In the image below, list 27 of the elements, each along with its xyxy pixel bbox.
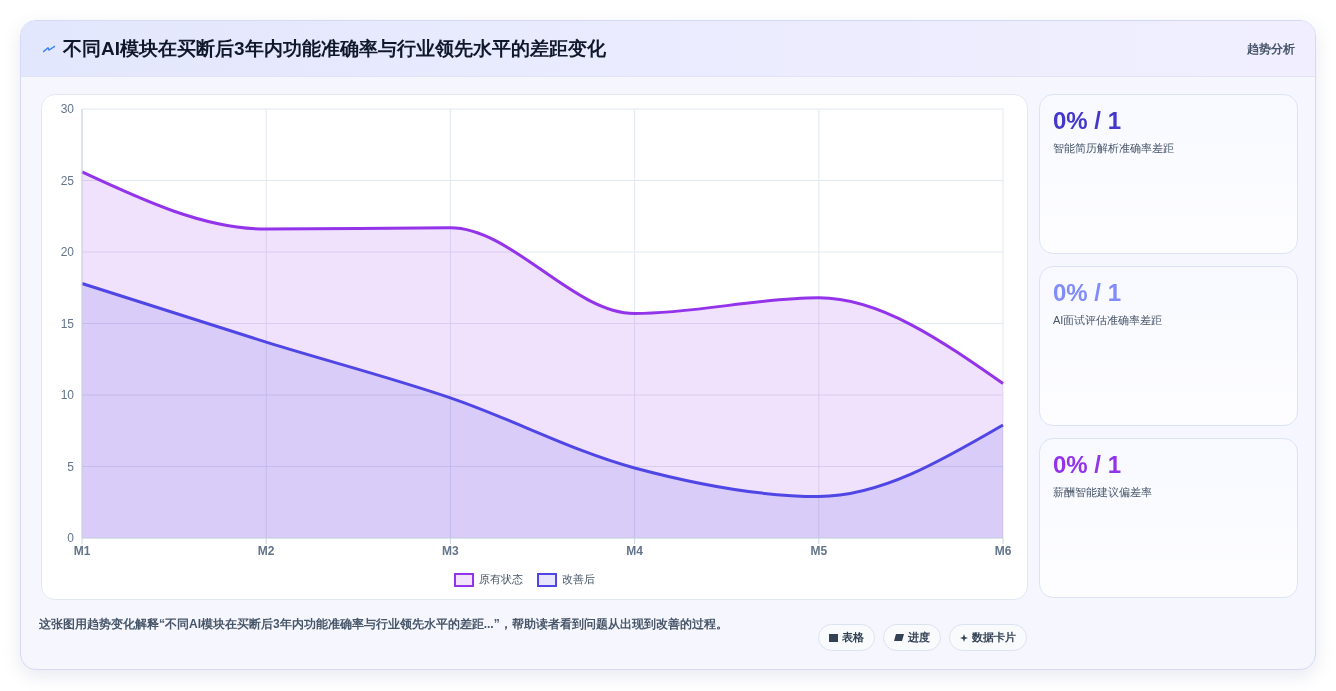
chart-title: 不同AI模块在买断后3年内功能准确率与行业领先水平的差距变化 xyxy=(63,37,606,61)
text: AI面试评估准确率差距 xyxy=(1053,313,1163,328)
x-tick-label: M6 xyxy=(994,543,1012,558)
legend-label: 改善后 xyxy=(561,572,595,587)
x-tick-label: M4 xyxy=(626,543,644,558)
text: 这张图用趋势变化解释“不同AI模块在买断后3年内功能准确率与行业领先水平的差距...”，帮助读者看到问题从出现到改善的过程。 xyxy=(39,616,729,633)
text: 智能简历解析准确率差距 xyxy=(1053,141,1174,156)
text: 0% / 1 xyxy=(1053,279,1122,307)
text: 进度 xyxy=(883,624,941,651)
y-tick-label: 30 xyxy=(60,102,75,117)
y-tick-label: 5 xyxy=(67,459,75,474)
text: 0% / 1 xyxy=(1053,451,1122,479)
x-tick-label: M5 xyxy=(810,543,828,558)
y-tick-label: 15 xyxy=(60,316,75,331)
y-tick-label: 0 xyxy=(67,531,75,546)
y-tick-label: 10 xyxy=(60,388,75,403)
x-tick-label: M3 xyxy=(442,543,460,558)
text: 表格 xyxy=(818,624,875,651)
text: 数据卡片 xyxy=(949,624,1027,651)
y-tick-label: 25 xyxy=(60,173,75,188)
legend-label: 原有状态 xyxy=(478,572,523,587)
x-tick-label: M1 xyxy=(73,543,91,558)
text: 0% / 1 xyxy=(1053,107,1122,135)
text: 趋势分析 xyxy=(1247,41,1295,58)
x-tick-label: M2 xyxy=(257,543,275,558)
text: 薪酬智能建议偏差率 xyxy=(1053,485,1152,500)
y-tick-label: 20 xyxy=(60,245,75,260)
